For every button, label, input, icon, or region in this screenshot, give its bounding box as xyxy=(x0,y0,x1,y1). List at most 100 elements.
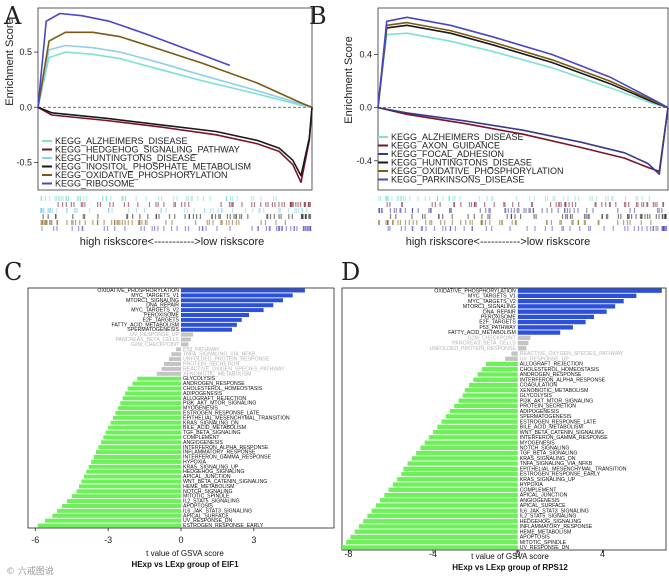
gsva-bar-kras-signaling-dn xyxy=(110,420,181,425)
gsva-bar-protein-secretion xyxy=(454,403,518,409)
hit-tick xyxy=(445,226,447,231)
hit-tick xyxy=(304,226,306,231)
hit-tick xyxy=(280,214,282,219)
hit-tick xyxy=(108,208,110,213)
hit-tick xyxy=(640,220,642,225)
gsva-bar-il6-jak-stat3-signaling xyxy=(57,508,181,513)
hit-tick xyxy=(228,220,230,225)
hit-tick xyxy=(431,220,433,225)
gsva-bar-interferon-gamma-response xyxy=(93,455,181,459)
enrichment-curve-6 xyxy=(37,12,231,108)
hit-tick xyxy=(273,214,275,219)
hit-tick xyxy=(110,196,112,201)
hit-tick xyxy=(551,208,553,213)
hit-tick xyxy=(629,208,631,213)
hit-tick xyxy=(212,208,214,213)
hit-tick xyxy=(529,208,531,213)
hit-tick xyxy=(665,214,667,219)
hit-tick xyxy=(188,202,190,207)
hit-tick xyxy=(84,220,86,225)
hit-tick xyxy=(290,202,292,207)
gsva-bar-wnt-beta-catenin-signaling xyxy=(81,479,181,484)
hit-tick xyxy=(220,208,222,213)
hit-tick xyxy=(646,202,648,207)
hit-tick xyxy=(206,220,208,225)
gsva-bar-label: REACTIVE_OXYGEN_SPECIES_PATHWAY xyxy=(520,351,624,357)
hit-tick xyxy=(451,220,453,225)
gsva-bar-label: CHOLESTEROL_HOMEOSTASIS xyxy=(520,367,600,373)
hit-tick xyxy=(42,214,44,219)
gsva-bar-label: COAGULATION xyxy=(520,383,558,389)
gsva-bar-complement xyxy=(388,487,518,492)
hit-tick xyxy=(127,220,129,225)
hit-tick xyxy=(646,226,648,231)
hit-tick xyxy=(309,214,312,219)
gsva-bar-wnt-beta-catenin-signaling xyxy=(433,430,518,435)
gsva-bar-spermatogenesis xyxy=(445,414,518,419)
hit-tick xyxy=(47,214,49,219)
hit-tick xyxy=(571,220,573,225)
gsva-bar-label: ESTROGEN_RESPONSE_LATE xyxy=(520,419,597,425)
gsva-bar-oxidative-phosphorylation xyxy=(181,288,305,293)
hit-tick xyxy=(612,226,614,231)
hit-tick xyxy=(302,214,304,219)
hit-tick xyxy=(389,202,391,207)
hit-tick xyxy=(450,208,452,213)
hit-tick xyxy=(160,208,162,213)
hit-tick xyxy=(509,226,511,231)
gsva-bar-label: INTERFERON_GAMMA_RESPONSE xyxy=(520,435,608,441)
gsva-bar-estrogen-response-late xyxy=(441,419,518,424)
hit-tick xyxy=(72,214,74,219)
hit-tick xyxy=(385,220,387,225)
gsva-bar-fatty-acid-metabolism xyxy=(517,330,561,335)
panel-b-xlabel: high riskscore<----------->low riskscore xyxy=(406,236,591,248)
gsva-bar-uv-response-up xyxy=(181,332,194,337)
hit-tick xyxy=(49,220,51,225)
gsva-bar-label: APOPTOSIS xyxy=(520,535,550,541)
hit-tick xyxy=(144,220,146,225)
hit-tick xyxy=(391,196,393,201)
hit-tick xyxy=(565,214,567,219)
gsva-bar-label: ALLOGRAFT_REJECTION xyxy=(183,396,246,402)
hit-tick xyxy=(428,208,430,213)
hit-tick xyxy=(103,226,105,231)
hit-tick xyxy=(635,202,637,207)
hit-tick xyxy=(386,196,388,201)
hit-tick xyxy=(440,220,442,225)
hit-tick xyxy=(662,226,664,231)
hit-tick xyxy=(275,226,278,231)
hit-tick xyxy=(395,208,397,213)
hit-tick xyxy=(171,220,173,225)
gsva-bar-estrogen-response-early xyxy=(37,523,182,528)
hit-tick xyxy=(154,226,156,231)
gsva-bar-label: PROTEIN_SECRETION xyxy=(183,362,239,368)
gsva-bar-label: WNT_BETA_CATENIN_SIGNALING xyxy=(520,430,604,436)
gsva-bar-il6-jak-stat3-signaling xyxy=(371,508,518,513)
hit-tick xyxy=(654,202,656,207)
hit-tick xyxy=(454,196,456,201)
hit-tick xyxy=(459,196,461,201)
gsva-bar-label: MYC_TARGETS_V1 xyxy=(468,294,516,300)
hit-tick xyxy=(650,226,652,231)
hit-tick xyxy=(501,220,503,225)
gsva-bar-label: COMPLEMENT xyxy=(183,435,220,441)
hit-tick xyxy=(607,196,609,201)
panel-a-xlabel: high riskscore<----------->low riskscore xyxy=(80,236,265,248)
hit-tick xyxy=(417,196,419,201)
gsva-bar-label: UV_RESPONSE_DN xyxy=(520,545,570,551)
hit-tick xyxy=(157,226,159,231)
hit-tick xyxy=(300,202,302,207)
hit-tick xyxy=(392,220,394,225)
gsva-bar-uv-response-dn xyxy=(342,545,518,550)
hit-tick xyxy=(595,196,598,201)
gsva-bar-notch-signaling xyxy=(420,445,518,451)
hit-tick xyxy=(544,226,546,231)
hit-tick xyxy=(624,196,627,201)
gsva-bar-label: MTORC1_SIGNALING xyxy=(463,304,516,310)
y-tick-label: 0.4 xyxy=(359,49,372,59)
hit-tick xyxy=(84,202,86,207)
gsva-bar-label: GLYCOLYSIS xyxy=(520,393,553,399)
hit-tick xyxy=(266,214,268,219)
gsva-bar-tgf-beta-signaling xyxy=(105,430,181,435)
enrichment-curve-5 xyxy=(37,31,313,109)
